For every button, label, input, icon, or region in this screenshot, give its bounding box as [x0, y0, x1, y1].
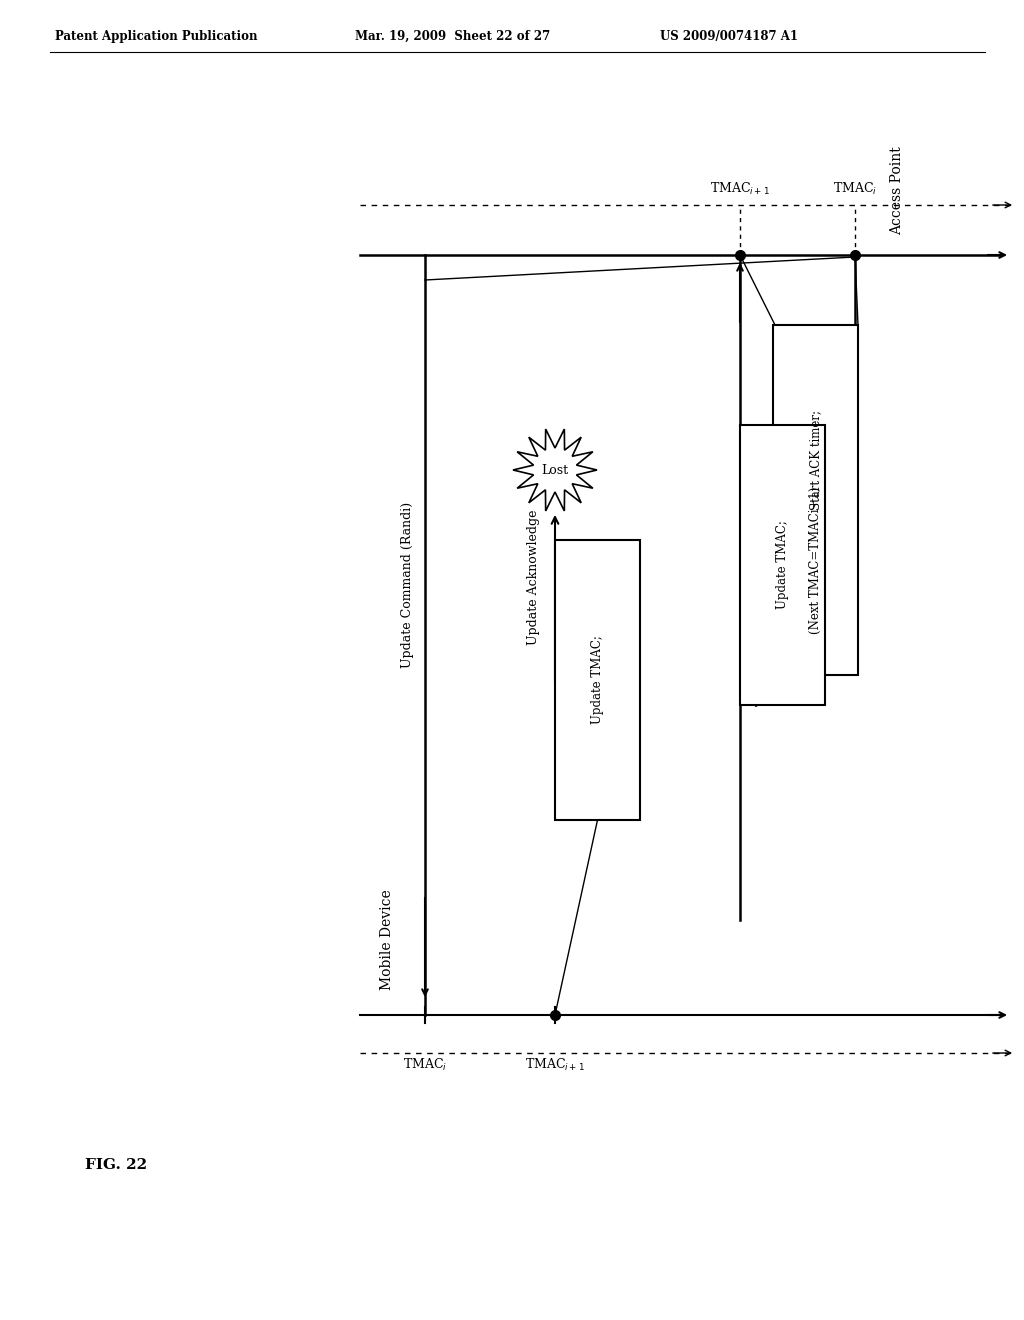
- Text: Patent Application Publication: Patent Application Publication: [55, 30, 257, 44]
- Text: US 2009/0074187 A1: US 2009/0074187 A1: [660, 30, 798, 44]
- Text: TMAC$_i$: TMAC$_i$: [402, 1057, 447, 1073]
- Text: Start ACK timer;: Start ACK timer;: [809, 411, 822, 510]
- Text: TMAC$_{i+1}$: TMAC$_{i+1}$: [710, 181, 770, 197]
- Polygon shape: [513, 429, 597, 511]
- Text: Mobile Device: Mobile Device: [380, 890, 394, 990]
- Text: Mar. 19, 2009  Sheet 22 of 27: Mar. 19, 2009 Sheet 22 of 27: [355, 30, 550, 44]
- Bar: [773, 325, 858, 675]
- Text: Update Acknowledge: Update Acknowledge: [526, 510, 540, 645]
- Text: Update TMAC;: Update TMAC;: [776, 520, 790, 610]
- Text: Access Point: Access Point: [890, 147, 904, 235]
- Bar: [740, 425, 825, 705]
- Bar: [555, 540, 640, 820]
- Text: Traffic from TMACi+1: Traffic from TMACi+1: [756, 564, 768, 706]
- Text: Update Command (Randi): Update Command (Randi): [400, 502, 414, 668]
- Text: TMAC$_i$: TMAC$_i$: [833, 181, 878, 197]
- Text: FIG. 22: FIG. 22: [85, 1158, 147, 1172]
- Text: Lost: Lost: [542, 463, 568, 477]
- Text: (Next TMAC=TMACi+1): (Next TMAC=TMACi+1): [809, 486, 822, 634]
- Text: Update TMAC;: Update TMAC;: [591, 635, 604, 725]
- Text: TMAC$_{i+1}$: TMAC$_{i+1}$: [525, 1057, 585, 1073]
